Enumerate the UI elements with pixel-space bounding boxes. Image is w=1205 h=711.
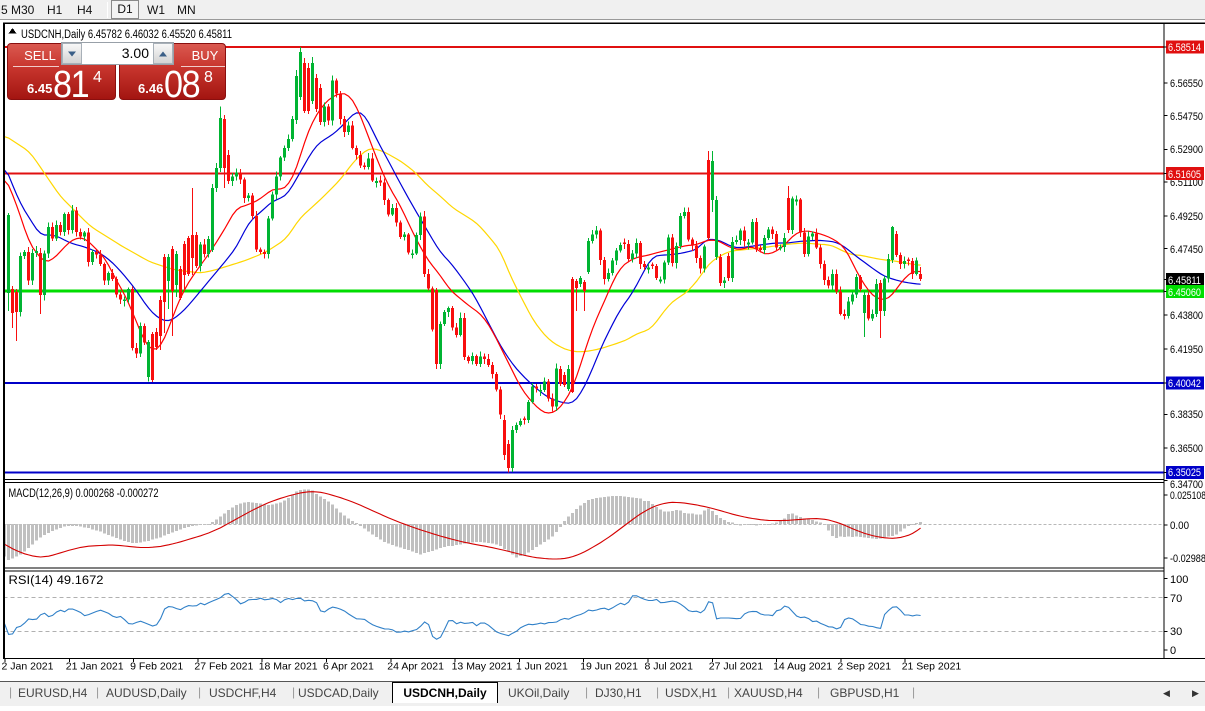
svg-text:2 Sep 2021: 2 Sep 2021 [837,661,891,673]
svg-text:21 Sep 2021: 21 Sep 2021 [902,661,962,673]
svg-text:13 May 2021: 13 May 2021 [452,661,513,673]
svg-text:0.00: 0.00 [1170,520,1189,532]
svg-text:RSI(14) 49.1672: RSI(14) 49.1672 [9,575,104,587]
svg-text:6.38350: 6.38350 [1170,409,1203,421]
svg-text:30: 30 [1170,626,1182,638]
svg-text:100: 100 [1170,574,1188,586]
svg-text:0.025108: 0.025108 [1170,490,1205,502]
svg-text:1 Jun 2021: 1 Jun 2021 [516,661,568,673]
svg-text:6.49250: 6.49250 [1170,211,1203,223]
svg-text:6.41950: 6.41950 [1170,344,1203,356]
svg-text:USDCNH,Daily 6.45782 6.46032: USDCNH,Daily 6.45782 6.46032 6.45520 6.4… [21,29,232,41]
svg-text:-0.029885: -0.029885 [1170,553,1205,565]
svg-text:6.54750: 6.54750 [1170,111,1203,123]
svg-text:27 Feb 2021: 27 Feb 2021 [194,661,253,673]
svg-text:6.40042: 6.40042 [1168,378,1201,390]
svg-text:6.43800: 6.43800 [1170,310,1203,322]
svg-text:8 Jul 2021: 8 Jul 2021 [645,661,694,673]
svg-text:MACD(12,26,9) 0.000268 -0.0002: MACD(12,26,9) 0.000268 -0.000272 [9,488,159,500]
svg-text:18 Mar 2021: 18 Mar 2021 [259,661,318,673]
svg-text:6.51605: 6.51605 [1168,169,1201,181]
svg-text:21 Jan 2021: 21 Jan 2021 [66,661,124,673]
svg-text:6.35025: 6.35025 [1168,467,1201,479]
svg-text:6 Apr 2021: 6 Apr 2021 [323,661,374,673]
svg-text:0: 0 [1170,645,1176,657]
svg-text:2 Jan 2021: 2 Jan 2021 [2,661,54,673]
svg-text:6.58514: 6.58514 [1168,42,1201,54]
svg-text:9 Feb 2021: 9 Feb 2021 [130,661,183,673]
svg-text:14 Aug 2021: 14 Aug 2021 [773,661,832,673]
svg-text:70: 70 [1170,593,1182,605]
svg-text:6.36500: 6.36500 [1170,443,1203,455]
svg-text:6.45060: 6.45060 [1168,287,1201,299]
svg-text:19 Jun 2021: 19 Jun 2021 [580,661,638,673]
svg-text:27 Jul 2021: 27 Jul 2021 [709,661,763,673]
svg-text:6.47450: 6.47450 [1170,244,1203,256]
svg-text:6.56550: 6.56550 [1170,78,1203,90]
svg-text:24 Apr 2021: 24 Apr 2021 [387,661,444,673]
svg-text:6.52900: 6.52900 [1170,144,1203,156]
